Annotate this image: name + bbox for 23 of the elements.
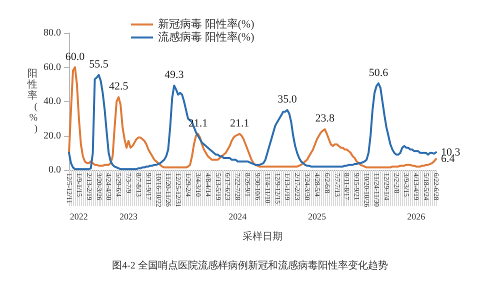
legend-label: 流感病毒 阳性率(%) <box>158 30 255 44</box>
y-axis-title: 阳性率(%) <box>26 68 38 134</box>
annotation: 2024 <box>228 212 248 222</box>
y-tick-label: 0.0 <box>48 164 61 176</box>
y-tick-label: 40.0 <box>44 96 61 107</box>
data-label: 49.3 <box>164 69 184 82</box>
data-label: 23.8 <box>315 112 336 125</box>
legend-label: 新冠病毒 阳性率(%) <box>158 18 255 30</box>
data-label: 21.1 <box>230 117 250 130</box>
text: 图4-2 全国哨点医院流感样病例新冠和流感病毒阳性率变化趋势 <box>112 260 388 272</box>
data-label: 50.6 <box>368 66 389 79</box>
annotation: 2025 <box>308 212 326 222</box>
data-label: 35.0 <box>278 94 298 106</box>
y-tick-label: 80.0 <box>44 28 61 38</box>
y-tick-label: 20.0 <box>44 130 61 142</box>
y-tick-label: 60.0 <box>44 62 61 73</box>
data-label: 55.5 <box>89 58 109 70</box>
data-label: 42.5 <box>108 80 129 93</box>
annotation: 2026 <box>407 212 426 222</box>
data-label: 60.0 <box>65 50 86 63</box>
x-axis-title: 采样日期 <box>242 230 282 242</box>
annotation: 2022 <box>70 212 88 222</box>
annotation: 2023 <box>120 212 138 222</box>
